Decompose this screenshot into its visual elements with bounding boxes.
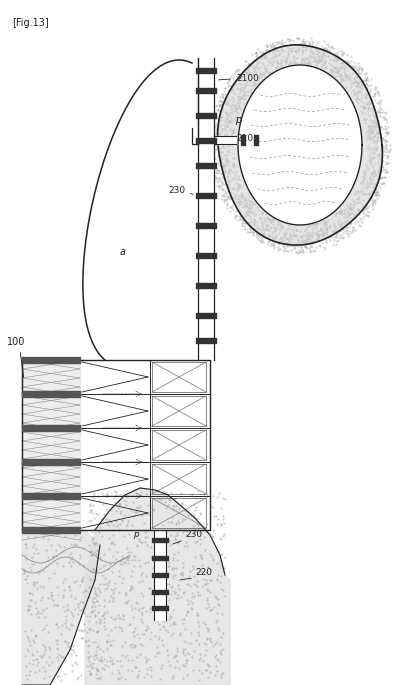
- Text: 230: 230: [168, 186, 193, 195]
- Text: p: p: [133, 530, 139, 539]
- Bar: [152, 396, 206, 426]
- Text: 210: 210: [219, 134, 253, 142]
- Text: a: a: [120, 247, 126, 257]
- Bar: [152, 362, 206, 392]
- Bar: [22, 360, 210, 530]
- Polygon shape: [22, 530, 100, 685]
- Polygon shape: [217, 45, 383, 245]
- Text: 100: 100: [7, 337, 25, 347]
- Polygon shape: [85, 488, 230, 685]
- Bar: [152, 430, 206, 460]
- Bar: [152, 464, 206, 494]
- Text: 220: 220: [195, 568, 212, 577]
- Polygon shape: [238, 65, 362, 225]
- Bar: [152, 498, 206, 528]
- Text: 230: 230: [185, 530, 202, 539]
- Text: 2100: 2100: [219, 73, 259, 82]
- Text: p: p: [235, 115, 241, 125]
- Text: [Fig.13]: [Fig.13]: [12, 18, 49, 28]
